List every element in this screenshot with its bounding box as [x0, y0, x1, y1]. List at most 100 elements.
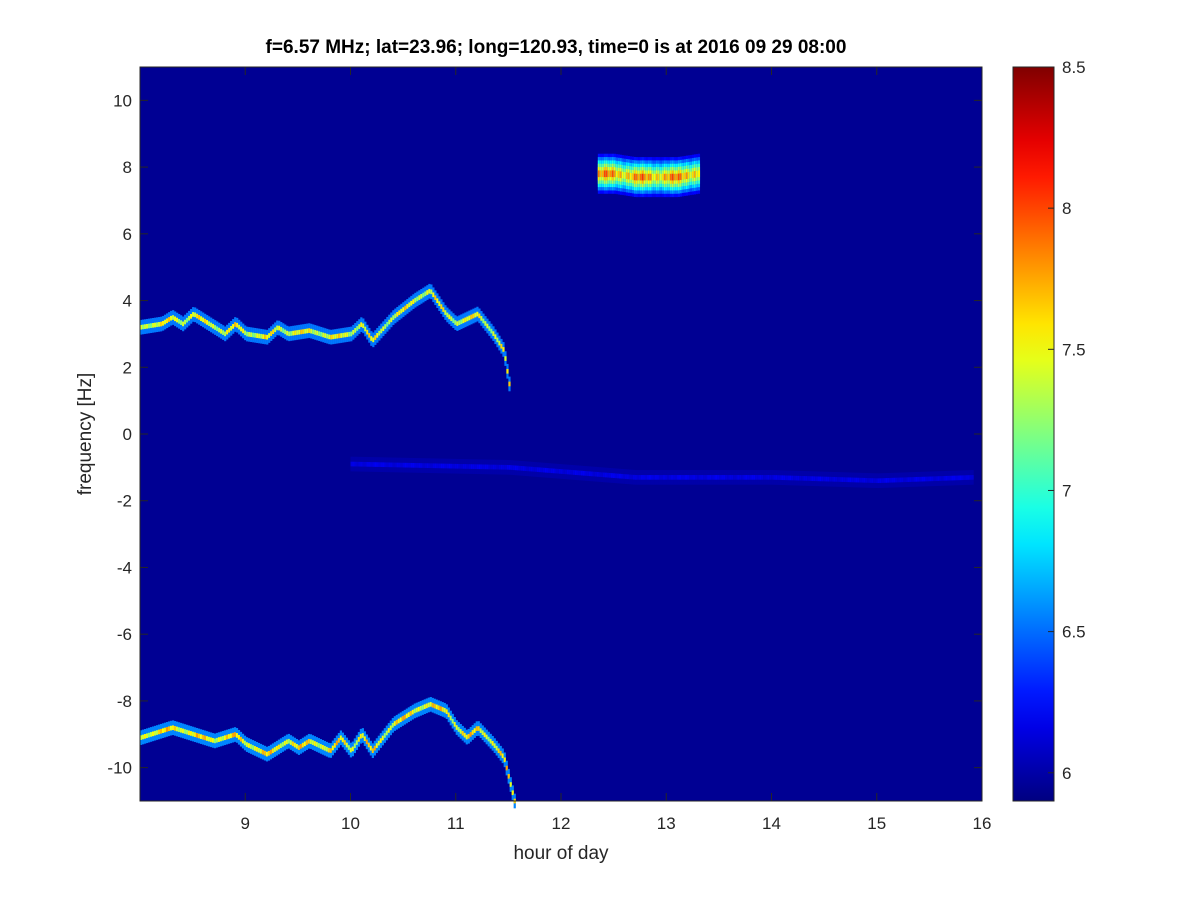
heat-cell	[472, 313, 475, 319]
heat-cell	[497, 748, 500, 754]
heat-cell	[141, 734, 145, 740]
heat-cell	[312, 329, 315, 335]
y-tick-label: 10	[113, 91, 132, 110]
heat-cell	[348, 331, 351, 337]
heat-cell	[490, 464, 493, 470]
heat-cell	[286, 330, 289, 336]
colorbar: 6 6.5 7 7.5 8 8.5	[1012, 58, 1086, 802]
heat-cell	[654, 475, 658, 480]
heat-cell	[261, 749, 265, 755]
heat-cell	[506, 464, 509, 470]
heat-cell	[394, 462, 397, 468]
heat-cell	[364, 326, 367, 332]
heat-cell	[220, 328, 223, 334]
heat-cell	[542, 467, 546, 473]
heat-cell	[507, 773, 510, 779]
heat-cell	[757, 475, 760, 480]
heat-cell	[969, 475, 972, 480]
heat-cell	[608, 472, 612, 478]
heat-cell	[588, 471, 592, 477]
y-tick-label: -8	[117, 692, 132, 711]
heat-cell	[421, 705, 424, 710]
heat-cell	[967, 475, 970, 480]
heat-cell	[382, 326, 385, 332]
heat-cell	[634, 475, 638, 480]
heat-cell	[546, 468, 550, 473]
heat-cell	[745, 475, 748, 480]
heat-cell	[459, 729, 462, 734]
heat-cell	[401, 716, 404, 721]
heat-cell	[257, 747, 261, 753]
heat-cell	[705, 475, 708, 480]
heat-cell	[402, 462, 405, 468]
heat-cell	[361, 733, 364, 738]
heat-cell	[835, 477, 838, 482]
heat-cell	[282, 328, 285, 333]
heat-cell	[915, 477, 918, 482]
heat-cell	[466, 464, 469, 469]
heat-cell	[352, 329, 355, 335]
x-tick-label: 9	[241, 814, 250, 833]
heat-cell	[140, 324, 143, 330]
heat-cell	[216, 326, 219, 332]
heat-cell	[374, 462, 377, 467]
heat-cell	[885, 478, 888, 483]
heat-cell	[895, 477, 898, 483]
heat-cell	[197, 733, 201, 739]
heat-cell	[691, 171, 695, 179]
heat-cell	[767, 475, 770, 480]
heat-cell	[352, 461, 355, 467]
colorbar-gradient	[1013, 67, 1054, 801]
heat-cell	[172, 315, 175, 320]
heat-cell	[611, 170, 615, 178]
heat-cell	[259, 748, 263, 754]
heat-cell	[506, 368, 509, 374]
heat-cell	[382, 462, 385, 468]
heat-cell	[166, 318, 169, 324]
heat-cell	[368, 462, 371, 467]
heat-cell	[409, 711, 412, 716]
heat-cell	[889, 477, 892, 483]
heat-cell	[182, 321, 185, 327]
heat-cell	[316, 330, 319, 336]
heat-cell	[178, 318, 181, 324]
heat-cell	[905, 477, 908, 483]
heat-cell	[360, 461, 363, 467]
heat-cell	[476, 311, 479, 317]
heat-cell	[656, 475, 660, 480]
heat-cell	[558, 469, 562, 474]
heat-cell	[228, 327, 231, 333]
heat-cell	[625, 172, 629, 180]
heat-cell	[299, 744, 303, 749]
heat-cell	[418, 463, 421, 468]
heat-cell	[911, 477, 914, 482]
heat-cell	[865, 478, 868, 483]
heat-cell	[428, 463, 431, 469]
heat-cell	[636, 475, 640, 480]
heat-cell	[508, 465, 511, 470]
heat-cell	[444, 463, 447, 469]
heat-cell	[843, 477, 846, 482]
heat-cell	[478, 313, 481, 319]
heat-cell	[733, 475, 736, 480]
heat-cell	[232, 324, 235, 329]
heat-cell	[514, 465, 517, 471]
heat-cell	[173, 726, 177, 731]
heat-cell	[719, 475, 722, 480]
heat-cell	[164, 319, 167, 325]
plot-background	[140, 67, 982, 801]
heat-cell	[454, 463, 457, 469]
heat-cell	[167, 726, 171, 732]
heat-cell	[687, 172, 691, 179]
heat-cell	[891, 477, 894, 483]
heat-cell	[223, 735, 227, 741]
heat-cell	[160, 321, 163, 327]
heat-cell	[293, 742, 297, 748]
heat-cell	[657, 173, 661, 181]
heat-cell	[399, 717, 402, 723]
heat-cell	[185, 729, 189, 735]
heat-cell	[554, 468, 558, 474]
heat-cell	[404, 462, 407, 468]
heat-cell	[368, 332, 371, 338]
heat-cell	[337, 738, 341, 743]
